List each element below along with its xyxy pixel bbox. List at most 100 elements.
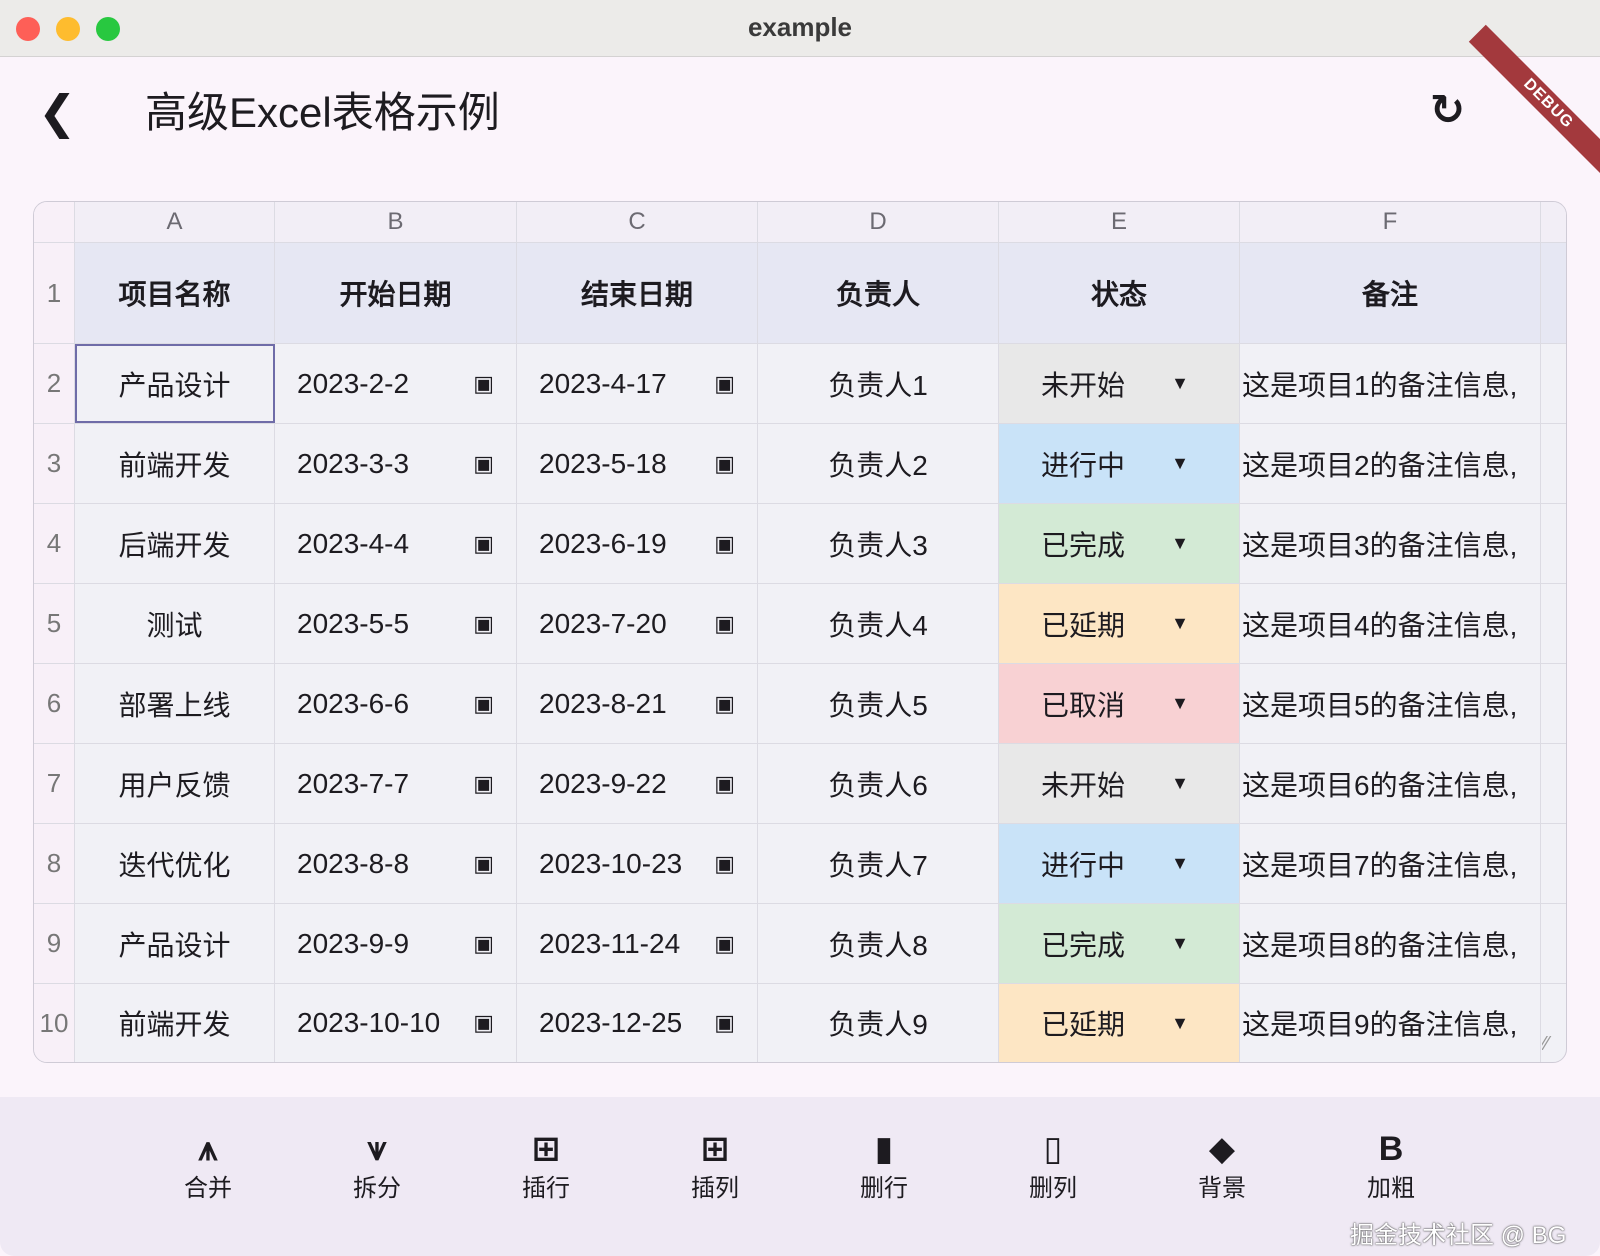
note-cell[interactable]: 这是项目1的备注信息, — [1240, 344, 1541, 423]
calendar-icon[interactable]: ▣ — [714, 530, 735, 556]
status-dropdown[interactable]: 进行中 ▼ — [999, 424, 1240, 503]
corner-cell[interactable] — [34, 202, 75, 242]
status-dropdown[interactable]: 已完成 ▼ — [999, 504, 1240, 583]
owner-cell[interactable]: 负责人9 — [758, 984, 999, 1062]
status-dropdown[interactable]: 未开始 ▼ — [999, 744, 1240, 823]
note-cell[interactable]: 这是项目9的备注信息, — [1240, 984, 1541, 1062]
calendar-icon[interactable]: ▣ — [714, 770, 735, 796]
table-header-cell[interactable]: 负责人 — [758, 243, 999, 343]
note-cell[interactable]: 这是项目3的备注信息, — [1240, 504, 1541, 583]
row-number[interactable]: 3 — [34, 424, 75, 503]
calendar-icon[interactable]: ▣ — [473, 370, 494, 396]
row-number[interactable]: 4 — [34, 504, 75, 583]
calendar-icon[interactable]: ▣ — [714, 930, 735, 956]
calendar-icon[interactable]: ▣ — [473, 770, 494, 796]
end-date-cell[interactable]: 2023-7-20 ▣ — [517, 584, 758, 663]
calendar-icon[interactable]: ▣ — [714, 610, 735, 636]
row-number[interactable]: 7 — [34, 744, 75, 823]
name-cell[interactable]: 部署上线 — [75, 664, 275, 743]
row-number[interactable]: 9 — [34, 904, 75, 983]
resize-handle-icon[interactable]: ⁄⁄ — [1542, 1033, 1549, 1055]
column-header-C[interactable]: C — [517, 202, 758, 242]
owner-cell[interactable]: 负责人4 — [758, 584, 999, 663]
status-dropdown[interactable]: 未开始 ▼ — [999, 344, 1240, 423]
row-number[interactable]: 1 — [34, 243, 75, 343]
start-date-cell[interactable]: 2023-8-8 ▣ — [275, 824, 517, 903]
start-date-cell[interactable]: 2023-7-7 ▣ — [275, 744, 517, 823]
note-cell[interactable]: 这是项目6的备注信息, — [1240, 744, 1541, 823]
column-header-A[interactable]: A — [75, 202, 275, 242]
end-date-cell[interactable]: 2023-9-22 ▣ — [517, 744, 758, 823]
row-number[interactable]: 10 — [34, 984, 75, 1062]
calendar-icon[interactable]: ▣ — [473, 610, 494, 636]
note-cell[interactable]: 这是项目7的备注信息, — [1240, 824, 1541, 903]
status-dropdown[interactable]: 进行中 ▼ — [999, 824, 1240, 903]
end-date-cell[interactable]: 2023-4-17 ▣ — [517, 344, 758, 423]
refresh-icon[interactable]: ↻ — [1430, 86, 1466, 133]
owner-cell[interactable]: 负责人1 — [758, 344, 999, 423]
row-number[interactable]: 6 — [34, 664, 75, 743]
column-header-E[interactable]: E — [999, 202, 1240, 242]
status-dropdown[interactable]: 已完成 ▼ — [999, 904, 1240, 983]
calendar-icon[interactable]: ▣ — [473, 450, 494, 476]
owner-cell[interactable]: 负责人6 — [758, 744, 999, 823]
note-cell[interactable]: 这是项目5的备注信息, — [1240, 664, 1541, 743]
name-cell[interactable]: 迭代优化 — [75, 824, 275, 903]
status-dropdown[interactable]: 已延期 ▼ — [999, 984, 1240, 1062]
end-date-cell[interactable]: 2023-11-24 ▣ — [517, 904, 758, 983]
status-dropdown[interactable]: 已延期 ▼ — [999, 584, 1240, 663]
name-cell[interactable]: 前端开发 — [75, 984, 275, 1062]
table-header-cell[interactable]: 项目名称 — [75, 243, 275, 343]
owner-cell[interactable]: 负责人7 — [758, 824, 999, 903]
note-cell[interactable]: 这是项目4的备注信息, — [1240, 584, 1541, 663]
owner-cell[interactable]: 负责人3 — [758, 504, 999, 583]
start-date-cell[interactable]: 2023-6-6 ▣ — [275, 664, 517, 743]
name-cell[interactable]: 用户反馈 — [75, 744, 275, 823]
table-header-cell[interactable]: 状态 — [999, 243, 1240, 343]
toolbar-button-format-color-fill[interactable]: ◆ 背景 — [1162, 1127, 1282, 1203]
calendar-icon[interactable]: ▣ — [473, 930, 494, 956]
calendar-icon[interactable]: ▣ — [473, 850, 494, 876]
calendar-icon[interactable]: ▣ — [714, 370, 735, 396]
end-date-cell[interactable]: 2023-12-25 ▣ — [517, 984, 758, 1062]
start-date-cell[interactable]: 2023-3-3 ▣ — [275, 424, 517, 503]
end-date-cell[interactable]: 2023-10-23 ▣ — [517, 824, 758, 903]
end-date-cell[interactable]: 2023-8-21 ▣ — [517, 664, 758, 743]
calendar-icon[interactable]: ▣ — [714, 850, 735, 876]
name-cell[interactable]: 后端开发 — [75, 504, 275, 583]
minimize-window-button[interactable] — [56, 17, 80, 41]
name-cell[interactable]: 产品设计 — [75, 904, 275, 983]
owner-cell[interactable]: 负责人5 — [758, 664, 999, 743]
note-cell[interactable]: 这是项目8的备注信息, — [1240, 904, 1541, 983]
row-number[interactable]: 8 — [34, 824, 75, 903]
toolbar-button-merge[interactable]: ⩚ 合并 — [148, 1127, 268, 1203]
start-date-cell[interactable]: 2023-4-4 ▣ — [275, 504, 517, 583]
toolbar-button-split[interactable]: ⩛ 拆分 — [317, 1127, 437, 1203]
column-header-F[interactable]: F — [1240, 202, 1541, 242]
calendar-icon[interactable]: ▣ — [714, 450, 735, 476]
calendar-icon[interactable]: ▣ — [473, 530, 494, 556]
toolbar-button-add-row[interactable]: ⊞ 插行 — [486, 1127, 606, 1203]
maximize-window-button[interactable] — [96, 17, 120, 41]
name-cell[interactable]: 前端开发 — [75, 424, 275, 503]
name-cell[interactable]: 测试 — [75, 584, 275, 663]
column-header-B[interactable]: B — [275, 202, 517, 242]
row-number[interactable]: 5 — [34, 584, 75, 663]
end-date-cell[interactable]: 2023-6-19 ▣ — [517, 504, 758, 583]
toolbar-button-bold[interactable]: B 加粗 — [1331, 1127, 1451, 1203]
toolbar-button-delete-row[interactable]: ▮ 删行 — [824, 1127, 944, 1203]
calendar-icon[interactable]: ▣ — [714, 690, 735, 716]
row-number[interactable]: 2 — [34, 344, 75, 423]
chevron-left-icon[interactable]: ❮ — [38, 86, 77, 138]
end-date-cell[interactable]: 2023-5-18 ▣ — [517, 424, 758, 503]
table-header-cell[interactable]: 开始日期 — [275, 243, 517, 343]
toolbar-button-delete-column[interactable]: ▯ 删列 — [993, 1127, 1113, 1203]
calendar-icon[interactable]: ▣ — [714, 1010, 735, 1035]
start-date-cell[interactable]: 2023-10-10 ▣ — [275, 984, 517, 1062]
close-window-button[interactable] — [16, 17, 40, 41]
status-dropdown[interactable]: 已取消 ▼ — [999, 664, 1240, 743]
start-date-cell[interactable]: 2023-2-2 ▣ — [275, 344, 517, 423]
table-header-cell[interactable]: 备注 — [1240, 243, 1541, 343]
name-cell[interactable]: 产品设计 — [75, 344, 275, 423]
start-date-cell[interactable]: 2023-5-5 ▣ — [275, 584, 517, 663]
